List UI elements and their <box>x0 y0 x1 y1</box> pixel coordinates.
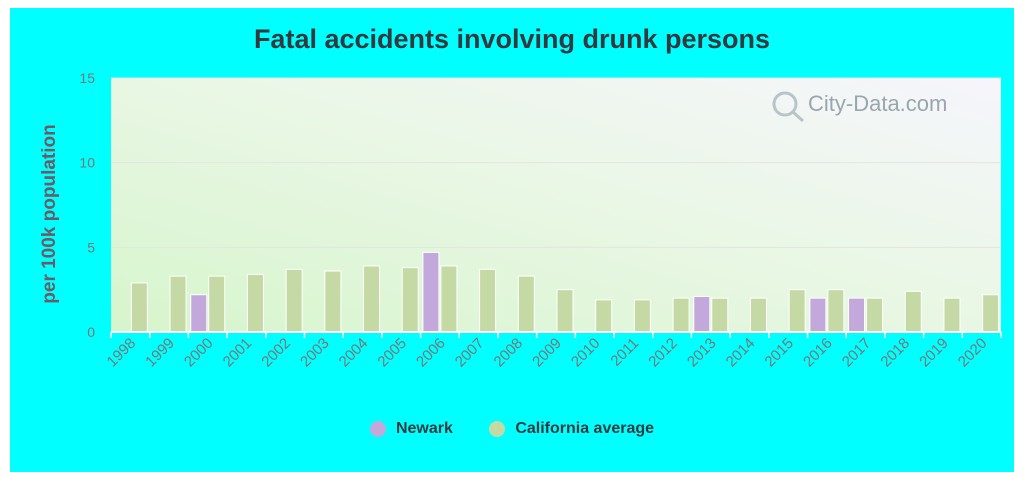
x-tick-label: 2019 <box>916 335 952 371</box>
bar-california-2002 <box>285 268 303 333</box>
bar-california-2014 <box>749 297 767 333</box>
chart-frame: Fatal accidents involving drunk persons … <box>10 8 1014 472</box>
grid-lines <box>111 77 1001 248</box>
y-axis-label: per 100k population <box>39 124 60 303</box>
bar-california-2003 <box>324 270 342 333</box>
bar-california-2016 <box>827 289 845 333</box>
watermark-logo-icon <box>772 91 798 117</box>
bar-california-2001 <box>246 273 264 333</box>
y-tick-label: 10 <box>79 155 95 171</box>
x-tick-label: 2000 <box>181 335 217 371</box>
x-tick-label: 2010 <box>568 335 604 371</box>
bar-california-2000 <box>208 275 226 333</box>
bar-newark-2017 <box>848 297 866 333</box>
x-tick-label: 2015 <box>761 335 797 371</box>
legend-label-newark: Newark <box>395 420 453 437</box>
x-tick-label: 2018 <box>877 335 913 371</box>
bar-california-2005 <box>401 267 419 333</box>
x-tick-label: 2009 <box>529 335 565 371</box>
y-tick-label: 5 <box>87 239 95 255</box>
chart-title: Fatal accidents involving drunk persons <box>253 24 771 54</box>
bar-california-2009 <box>556 289 574 333</box>
x-tick-label: 2020 <box>955 335 991 371</box>
x-tick-label: 2005 <box>374 335 410 371</box>
bar-newark-2016 <box>809 297 827 333</box>
bar-california-1998 <box>130 282 148 333</box>
watermark-text: City-Data.com <box>808 91 947 116</box>
bar-california-2007 <box>479 268 497 333</box>
legend-label-california: California average <box>515 420 655 437</box>
y-axis-ticks: 0 5 10 15 <box>79 70 95 340</box>
x-tick-label: 2008 <box>491 335 527 371</box>
bar-newark-2000 <box>190 294 208 333</box>
x-tick-label: 2007 <box>452 335 488 371</box>
x-tick-label: 2014 <box>723 335 759 371</box>
x-tick-label: 2016 <box>800 335 836 371</box>
x-tick-label: 2011 <box>607 335 642 370</box>
bar-california-2011 <box>633 299 651 333</box>
bar-california-2017 <box>866 297 884 333</box>
y-tick-label: 15 <box>79 70 95 86</box>
legend: Newark California average <box>10 420 1014 442</box>
x-tick-label: 1999 <box>142 335 178 371</box>
x-tick-label: 2017 <box>839 335 875 371</box>
bar-california-2013 <box>711 297 729 333</box>
bar-california-2018 <box>904 290 922 333</box>
bar-newark-2013 <box>693 295 711 333</box>
x-axis: 1998 1999 2000 2001 2002 2003 2004 2005 2006 2007… <box>104 331 1002 371</box>
x-tick-label: 2003 <box>297 335 333 371</box>
x-tick-label: 2013 <box>684 335 720 371</box>
x-tick-label: 1998 <box>104 335 140 371</box>
plot-area <box>111 78 1001 332</box>
bar-california-2010 <box>595 299 613 333</box>
y-tick-label: 0 <box>87 324 95 340</box>
bar-california-1999 <box>169 275 187 333</box>
legend-swatch-california <box>489 421 506 437</box>
bar-california-2006 <box>440 265 458 333</box>
x-tick-label: 2002 <box>258 335 294 371</box>
legend-swatch-newark <box>369 421 386 437</box>
bar-california-2008 <box>517 275 535 333</box>
bar-california-2020 <box>982 294 1000 333</box>
watermark: City-Data.com <box>772 91 947 123</box>
x-tick-label: 2012 <box>645 335 681 371</box>
x-tick-label: 2004 <box>336 335 372 371</box>
bar-newark-2006 <box>422 251 440 333</box>
watermark-logo-handle <box>791 110 805 123</box>
bar-california-2019 <box>943 297 961 333</box>
x-tick-label: 2001 <box>220 335 256 371</box>
bar-california-2012 <box>672 297 690 333</box>
legend-item-newark: Newark <box>369 420 453 438</box>
bar-california-2004 <box>363 265 381 333</box>
bar-california-2015 <box>788 289 806 333</box>
bars <box>130 251 1000 333</box>
x-tick-label: 2006 <box>413 335 449 371</box>
legend-item-california: California average <box>489 420 654 438</box>
